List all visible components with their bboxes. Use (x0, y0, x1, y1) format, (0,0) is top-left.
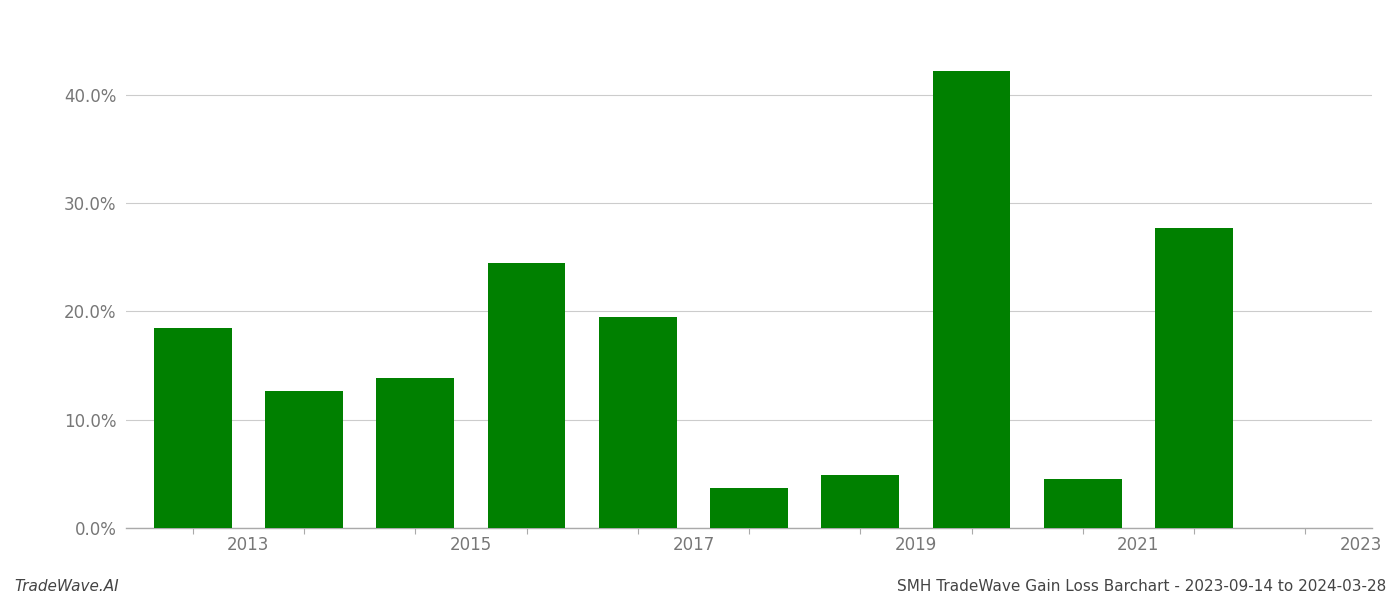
Text: SMH TradeWave Gain Loss Barchart - 2023-09-14 to 2024-03-28: SMH TradeWave Gain Loss Barchart - 2023-… (897, 579, 1386, 594)
Bar (487, 263, 566, 528)
Bar (1044, 479, 1121, 528)
Bar (932, 71, 1011, 528)
Bar (1155, 228, 1233, 528)
Bar (377, 377, 454, 528)
Bar (599, 317, 676, 528)
Bar (710, 488, 788, 528)
Bar (265, 391, 343, 528)
Text: TradeWave.AI: TradeWave.AI (14, 579, 119, 594)
Bar (154, 328, 231, 528)
Bar (822, 475, 899, 528)
